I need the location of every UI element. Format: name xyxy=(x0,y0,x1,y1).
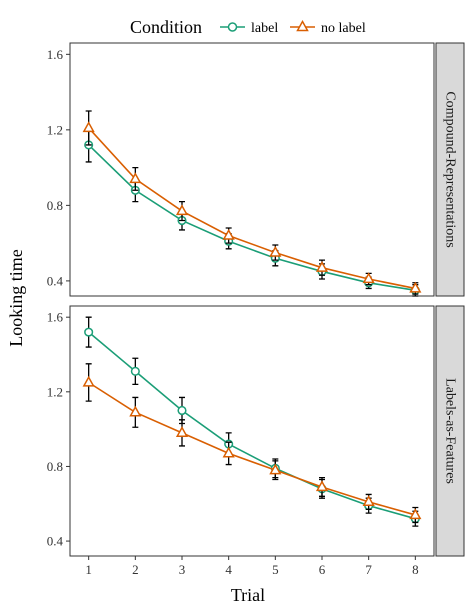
legend-entry-label: label xyxy=(220,21,278,36)
x-tick-label: 7 xyxy=(365,562,372,577)
legend-label-no-label: no label xyxy=(321,21,366,36)
data-point-triangle-no-label xyxy=(222,228,235,240)
facet-strip xyxy=(435,305,465,557)
data-point-triangle-no-label xyxy=(82,375,95,387)
series-line-label xyxy=(88,331,416,520)
y-tick-label: 1.2 xyxy=(47,384,63,399)
x-axis-title: Trial xyxy=(231,585,265,605)
data-point-triangle-no-label xyxy=(175,204,189,216)
panel-background xyxy=(69,305,435,557)
data-point-triangle-no-label xyxy=(409,281,422,293)
facet-panels: Compound-Representations0.40.81.21.6Labe… xyxy=(47,42,465,577)
legend-entry-no-label: no label xyxy=(290,19,366,36)
data-point-triangle-no-label xyxy=(175,426,189,438)
facet-panel-1: Compound-Representations 0.4 0.8 1.2 1.6 xyxy=(47,42,465,297)
x-tick-label: 1 xyxy=(85,562,92,577)
data-point-triangle-no-label xyxy=(129,172,142,184)
data-point-triangle-no-label xyxy=(409,508,422,520)
facet-strip-label: Compound-Representations xyxy=(443,91,458,247)
data-point-triangle-no-label xyxy=(269,245,282,257)
y-tick-label: 1.2 xyxy=(47,122,63,137)
facet-panel-2: Labels-as-Features 0.4 0.8 1.2 1.6 xyxy=(47,305,465,557)
data-point-triangle-no-label xyxy=(315,260,329,272)
series-line-label xyxy=(88,144,416,292)
data-point-circle-label xyxy=(177,405,187,416)
series-line-no-label xyxy=(88,381,416,516)
y-tick-label: 0.4 xyxy=(47,273,64,288)
data-point-triangle-no-label xyxy=(269,463,282,475)
legend: Condition label no label xyxy=(130,17,366,37)
x-tick-label: 8 xyxy=(412,562,419,577)
y-tick-label: 1.6 xyxy=(47,310,64,325)
facet-strip-label: Labels-as-Features xyxy=(443,378,458,484)
facet-strip xyxy=(435,42,465,297)
data-point-circle-label xyxy=(84,327,94,337)
data-point-triangle-no-label xyxy=(129,405,142,417)
data-point-triangle-no-label xyxy=(315,480,329,492)
x-tick-label: 4 xyxy=(225,562,232,577)
y-tick-label: 1.6 xyxy=(47,47,64,62)
y-tick-label: 0.8 xyxy=(47,459,63,474)
x-tick-label: 6 xyxy=(319,562,326,577)
data-point-triangle-no-label xyxy=(222,446,235,458)
x-tick-label: 5 xyxy=(272,562,279,577)
legend-key-circle-marker xyxy=(227,22,238,32)
legend-key-triangle-marker xyxy=(296,19,309,32)
y-axis-title: Looking time xyxy=(6,249,26,347)
y-tick-label: 0.4 xyxy=(47,534,64,549)
series-line-no-label xyxy=(88,127,416,290)
x-tick-label: 2 xyxy=(132,562,139,577)
legend-title: Condition xyxy=(130,17,202,37)
data-point-triangle-no-label xyxy=(82,121,95,133)
data-point-triangle-no-label xyxy=(362,495,375,507)
data-point-circle-label xyxy=(130,366,140,376)
legend-label-label: label xyxy=(251,21,278,36)
data-point-triangle-no-label xyxy=(362,272,375,284)
y-tick-label: 0.8 xyxy=(47,198,63,213)
x-tick-label: 3 xyxy=(179,562,186,577)
panel-background xyxy=(69,42,435,297)
